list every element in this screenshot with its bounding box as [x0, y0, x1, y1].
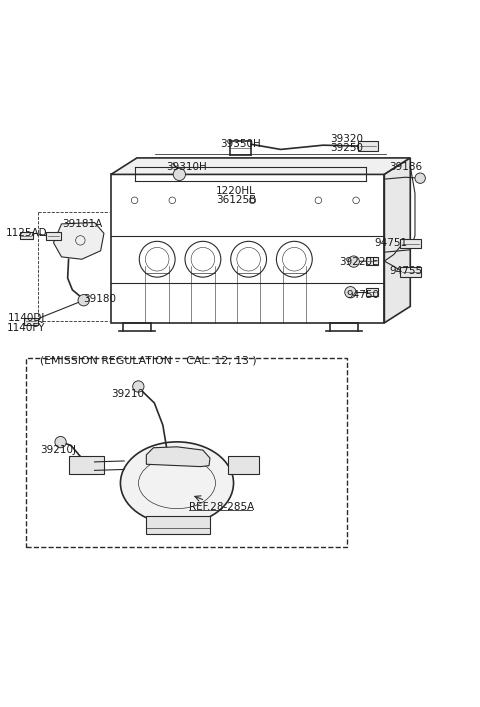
Text: (EMISSION REGULATION -  CAL. 12, 13 ): (EMISSION REGULATION - CAL. 12, 13 ) — [40, 356, 257, 366]
Text: 94751: 94751 — [375, 238, 408, 247]
Text: 39210J: 39210J — [40, 445, 76, 455]
Bar — [20, 232, 33, 240]
Ellipse shape — [120, 442, 234, 525]
Text: 1140FY: 1140FY — [7, 322, 46, 332]
Text: REF.28-285A: REF.28-285A — [189, 502, 254, 512]
Text: 39250: 39250 — [330, 144, 363, 153]
Text: 94750: 94750 — [347, 290, 380, 300]
Text: 36125B: 36125B — [216, 195, 256, 205]
Text: 1125AD: 1125AD — [5, 228, 47, 238]
Circle shape — [415, 173, 425, 183]
Polygon shape — [111, 158, 410, 175]
Circle shape — [345, 286, 356, 298]
Text: 39210: 39210 — [111, 389, 144, 399]
Text: 39186: 39186 — [389, 163, 422, 173]
Text: 94755: 94755 — [389, 266, 422, 276]
Circle shape — [132, 381, 144, 392]
Bar — [69, 456, 104, 474]
Text: 39180: 39180 — [83, 294, 116, 304]
Circle shape — [173, 168, 185, 180]
Bar — [26, 358, 347, 547]
Polygon shape — [384, 158, 410, 323]
Bar — [146, 515, 210, 534]
Text: 39310H: 39310H — [166, 163, 207, 173]
Bar — [358, 141, 378, 151]
Text: 39350H: 39350H — [220, 139, 261, 148]
Circle shape — [55, 436, 66, 448]
Bar — [228, 456, 259, 474]
Bar — [400, 239, 421, 248]
Bar — [400, 267, 421, 276]
Text: 39320: 39320 — [330, 134, 363, 144]
Bar — [46, 232, 61, 240]
Bar — [24, 317, 38, 325]
Circle shape — [78, 295, 89, 306]
Bar — [365, 257, 378, 265]
Text: 39181A: 39181A — [62, 219, 103, 229]
Text: 1220HL: 1220HL — [216, 186, 256, 196]
Text: 39220E: 39220E — [339, 257, 378, 267]
Polygon shape — [146, 447, 210, 467]
Polygon shape — [53, 223, 104, 259]
Text: 1140DJ: 1140DJ — [8, 313, 45, 323]
Bar — [365, 288, 378, 296]
Circle shape — [348, 256, 360, 267]
